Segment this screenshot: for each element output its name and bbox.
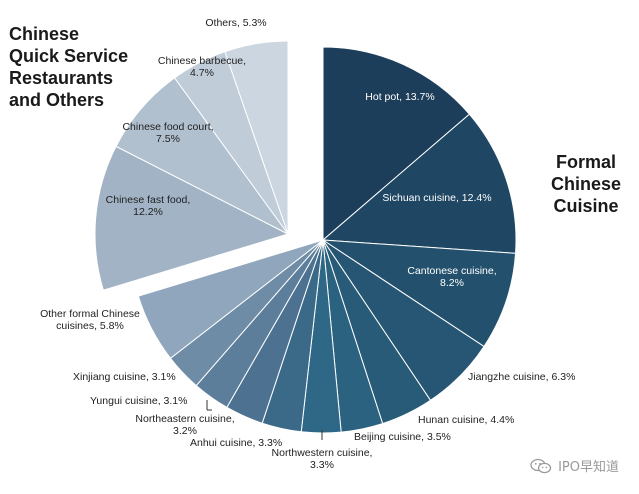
group-title-line: Cuisine [553, 196, 619, 216]
slice-label: Northwestern cuisine, 3.3% [272, 447, 373, 471]
group-title-line: and Others [9, 90, 105, 110]
group-title-line: Quick Service [9, 46, 129, 66]
slice-label: Hot pot, 13.7% [365, 91, 434, 103]
slice-label: Chinese fast food, 12.2% [106, 194, 191, 218]
slice-label: Beijing cuisine, 3.5% [354, 431, 451, 443]
pie-slice [94, 145, 290, 291]
pie-slice [321, 113, 517, 254]
group-title-line: Chinese [550, 174, 622, 194]
group-title-line: Chinese [9, 24, 80, 44]
slice-label: Others, 5.3% [205, 17, 266, 29]
group-title-quick-service: Chinese Quick Service Restaurants and Ot… [9, 23, 169, 111]
watermark: IPO早知道 [530, 456, 619, 475]
slice-label: Jiangzhe cuisine, 6.3% [468, 371, 575, 383]
slice-label: Anhui cuisine, 3.3% [190, 437, 282, 449]
slice-label: Chinese food court, 7.5% [122, 121, 213, 145]
group-title-line: Formal [555, 152, 616, 172]
group-title-line: Restaurants [9, 68, 114, 88]
slice-label: Other formal Chinese cuisines, 5.8% [40, 308, 140, 332]
slice-label: Yungui cuisine, 3.1% [90, 395, 187, 407]
watermark-text: IPO早知道 [558, 460, 619, 475]
pie-slice [322, 46, 471, 242]
pie-slice [137, 239, 324, 359]
slice-label: Sichuan cuisine, 12.4% [382, 192, 491, 204]
pie-slice [224, 40, 289, 235]
slice-label: Northeastern cuisine, 3.2% [135, 413, 234, 437]
slice-label: Hunan cuisine, 4.4% [418, 414, 514, 426]
wechat-icon [530, 458, 552, 473]
slice-label: Cantonese cuisine, 8.2% [407, 265, 496, 289]
group-title-formal-cuisine: Formal Chinese Cuisine [536, 151, 636, 217]
pie-slice [321, 239, 517, 348]
slice-label: Xinjiang cuisine, 3.1% [73, 371, 176, 383]
slice-label: Chinese barbecue, 4.7% [158, 55, 246, 79]
